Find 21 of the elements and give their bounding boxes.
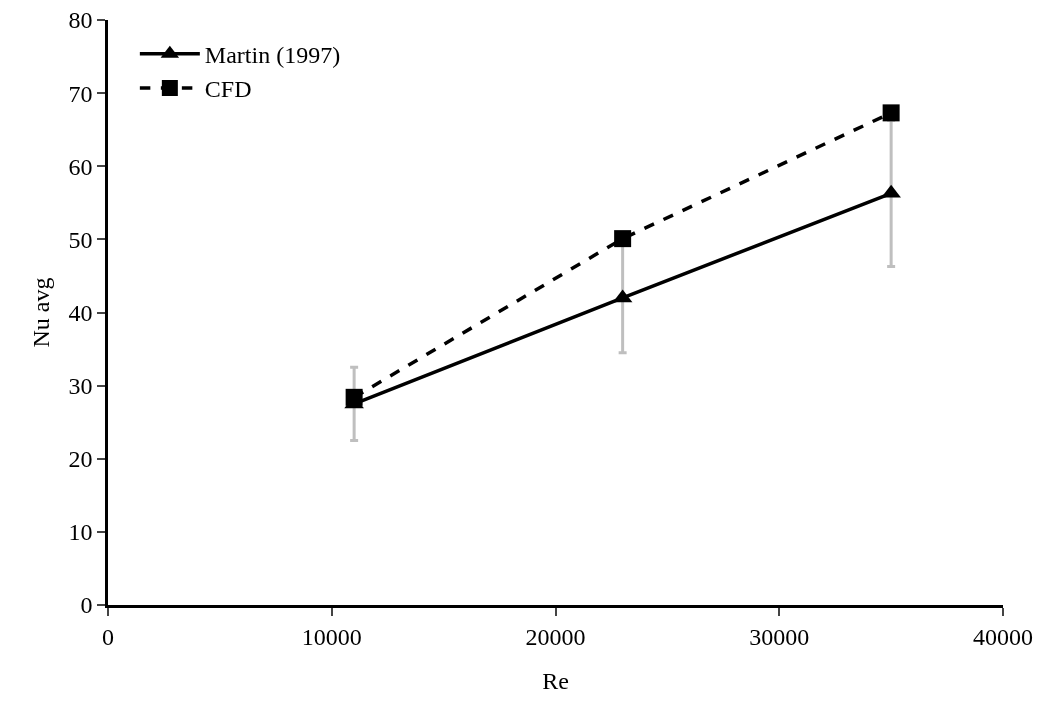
y-tick-label: 20	[68, 446, 93, 473]
legend-label: Martin (1997)	[204, 42, 341, 69]
y-axis-title: Nu avg	[27, 277, 54, 348]
x-tick-label: 20000	[525, 623, 586, 650]
y-tick-label: 70	[68, 80, 93, 107]
point	[882, 104, 900, 122]
y-tick-label: 80	[68, 7, 93, 34]
y-tick-label: 50	[68, 226, 93, 253]
legend-label: CFD	[204, 76, 252, 103]
x-tick-label: 10000	[301, 623, 362, 650]
x-axis-title: Re	[542, 667, 569, 694]
y-tick-label: 30	[68, 373, 93, 400]
point	[614, 230, 632, 248]
x-tick-label: 0	[102, 623, 114, 650]
x-tick-label: 40000	[973, 623, 1033, 650]
y-tick-label: 0	[80, 592, 93, 619]
y-tick-label: 10	[68, 519, 93, 546]
y-tick-label: 60	[68, 153, 93, 180]
y-tick-label: 40	[68, 299, 93, 326]
x-tick-label: 30000	[749, 623, 810, 650]
point	[881, 184, 901, 198]
